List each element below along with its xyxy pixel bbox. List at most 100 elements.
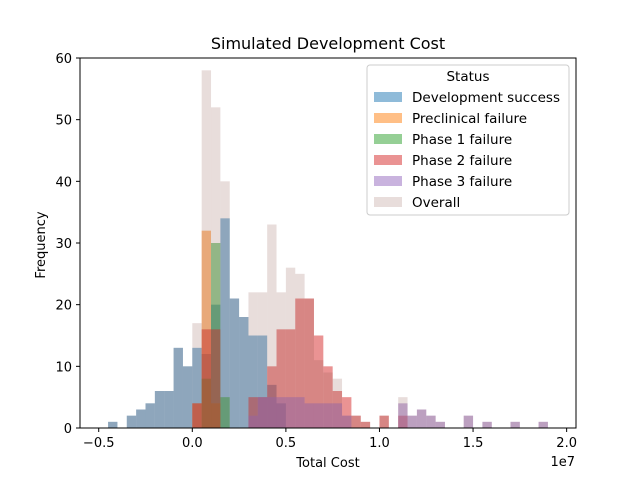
- x-tick-label: 1.5: [463, 436, 484, 451]
- y-axis-label: Frequency: [34, 211, 49, 278]
- histogram-bar: [220, 218, 230, 428]
- histogram-bar: [360, 421, 371, 428]
- histogram-bar: [248, 335, 258, 428]
- histogram-bar: [276, 292, 286, 428]
- y-tick-label: 0: [64, 422, 72, 437]
- histogram-bar: [304, 403, 314, 428]
- histogram-bar: [482, 421, 492, 428]
- legend-label: Overall: [412, 195, 460, 211]
- histogram-bar: [239, 317, 249, 428]
- y-tick-label: 30: [55, 237, 72, 252]
- histogram-bar: [407, 415, 417, 428]
- histogram-bar: [136, 409, 146, 428]
- legend-swatch: [374, 197, 402, 207]
- histogram-bar: [407, 415, 417, 428]
- histogram-bar: [267, 397, 277, 428]
- histogram-bar: [257, 335, 268, 428]
- y-tick-label: 20: [55, 299, 72, 314]
- y-tick-label: 60: [55, 52, 72, 67]
- histogram-bar: [257, 397, 268, 428]
- histogram-bar: [276, 329, 286, 428]
- histogram-bar: [463, 415, 474, 428]
- legend: Status Development success Preclinical fai…: [366, 64, 570, 216]
- histogram-bar: [510, 421, 520, 428]
- histogram-bar: [435, 421, 445, 428]
- histogram-bar: [332, 378, 343, 428]
- x-tick-label: 0.5: [276, 436, 297, 451]
- histogram-bar: [248, 292, 258, 428]
- x-axis-label: Total Cost: [295, 456, 359, 471]
- histogram-bar: [248, 397, 258, 428]
- histogram-bar: [332, 403, 343, 428]
- histogram-bar: [220, 397, 230, 428]
- histogram-bar: [285, 329, 296, 428]
- x-offset-label: 1e7: [550, 455, 575, 470]
- histogram-bar: [108, 421, 118, 428]
- histogram-bar: [126, 415, 137, 428]
- histogram-bar: [239, 317, 249, 428]
- histogram-bar: [538, 421, 548, 428]
- histogram-bar: [323, 366, 333, 428]
- histogram-bar: [295, 298, 305, 428]
- histogram-bar: [323, 403, 333, 428]
- histogram-bar: [360, 421, 371, 428]
- histogram-bar: [351, 415, 361, 428]
- histogram-bar: [342, 415, 352, 428]
- histogram-bar: [538, 421, 548, 428]
- histogram-bar: [108, 421, 118, 428]
- histogram-bar: [211, 329, 221, 428]
- histogram-bar: [304, 298, 314, 428]
- histogram-bar: [295, 397, 305, 428]
- histogram-bar: [435, 421, 445, 428]
- x-tick-label: 2.0: [556, 436, 577, 451]
- histogram-bar: [323, 372, 333, 428]
- histogram-bar: [379, 415, 389, 428]
- x-tick-label: 0.0: [182, 436, 203, 451]
- histogram-bar: [426, 415, 436, 428]
- histogram-bar: [267, 224, 277, 428]
- x-tick-label: 1.0: [369, 436, 390, 451]
- histogram-bar: [510, 421, 520, 428]
- histogram-bar: [201, 329, 212, 428]
- histogram-bar: [276, 397, 286, 428]
- x-tick-label: −0.5: [83, 436, 115, 451]
- histogram-bar: [342, 415, 352, 428]
- histogram-bar: [173, 347, 183, 428]
- histogram-bar: [192, 403, 202, 428]
- chart-title: Simulated Development Cost: [211, 34, 445, 53]
- legend-label: Phase 3 failure: [412, 174, 512, 190]
- y-tick-label: 50: [55, 114, 72, 129]
- legend-swatch: [374, 134, 402, 144]
- histogram-bar: [285, 397, 296, 428]
- legend-box: [366, 64, 570, 216]
- histogram-bar: [136, 409, 146, 428]
- legend-swatch: [374, 113, 402, 123]
- bars-layer: [108, 70, 548, 428]
- y-axis-ticks: 0 10 20 30 40 50 60: [55, 52, 80, 437]
- legend-label: Phase 2 failure: [412, 153, 512, 169]
- legend-swatch: [374, 155, 402, 165]
- histogram-bar: [426, 415, 436, 428]
- histogram-bar: [379, 415, 389, 428]
- histogram-bar: [164, 391, 174, 428]
- histogram-bar: [182, 366, 193, 428]
- histogram-bar: [126, 415, 137, 428]
- histogram-bar: [313, 335, 324, 428]
- histogram-bar: [304, 298, 314, 428]
- legend-swatch: [374, 176, 402, 186]
- histogram-bar: [220, 181, 230, 428]
- histogram-bar: [248, 415, 258, 428]
- legend-label: Phase 1 failure: [412, 132, 512, 148]
- y-tick-label: 10: [55, 360, 72, 375]
- histogram-bar: [192, 323, 202, 428]
- histogram-bar: [173, 347, 183, 428]
- histogram-bar: [154, 391, 165, 428]
- histogram-bar: [416, 409, 427, 428]
- histogram-bar: [285, 267, 296, 428]
- histogram-bar: [229, 298, 240, 428]
- histogram-bar: [154, 391, 165, 428]
- legend-label: Preclinical failure: [412, 111, 527, 127]
- histogram-bar: [482, 421, 492, 428]
- histogram-bar: [229, 298, 240, 428]
